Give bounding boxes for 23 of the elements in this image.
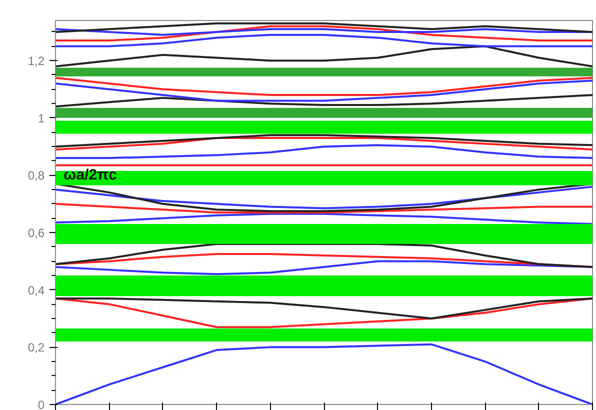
- line-series: [56, 45, 592, 68]
- line-series: [56, 22, 592, 33]
- line-series: [56, 144, 592, 160]
- line-series: [56, 202, 592, 214]
- line-series: [56, 136, 592, 150]
- line-series: [56, 297, 592, 320]
- line-series: [56, 25, 592, 42]
- y-tick-label: 0,2: [28, 340, 45, 355]
- line-series: [56, 94, 592, 108]
- y-tick-label: 0,8: [28, 168, 45, 183]
- line-series: [56, 297, 592, 328]
- y-tick-label: 0,4: [28, 283, 45, 298]
- y-tick-label: 0,6: [28, 226, 45, 240]
- line-series: [56, 76, 592, 96]
- line-series: [56, 212, 592, 225]
- line-series: [56, 243, 592, 268]
- y-axis-title: ωa/2πc: [64, 166, 117, 184]
- y-tick-label: 1,2: [28, 54, 45, 68]
- line-series: [56, 134, 592, 148]
- line-series: [56, 80, 592, 102]
- y-tick-label: 1: [38, 111, 45, 126]
- line-series: [56, 34, 592, 48]
- y-tick-label: 0: [38, 398, 45, 410]
